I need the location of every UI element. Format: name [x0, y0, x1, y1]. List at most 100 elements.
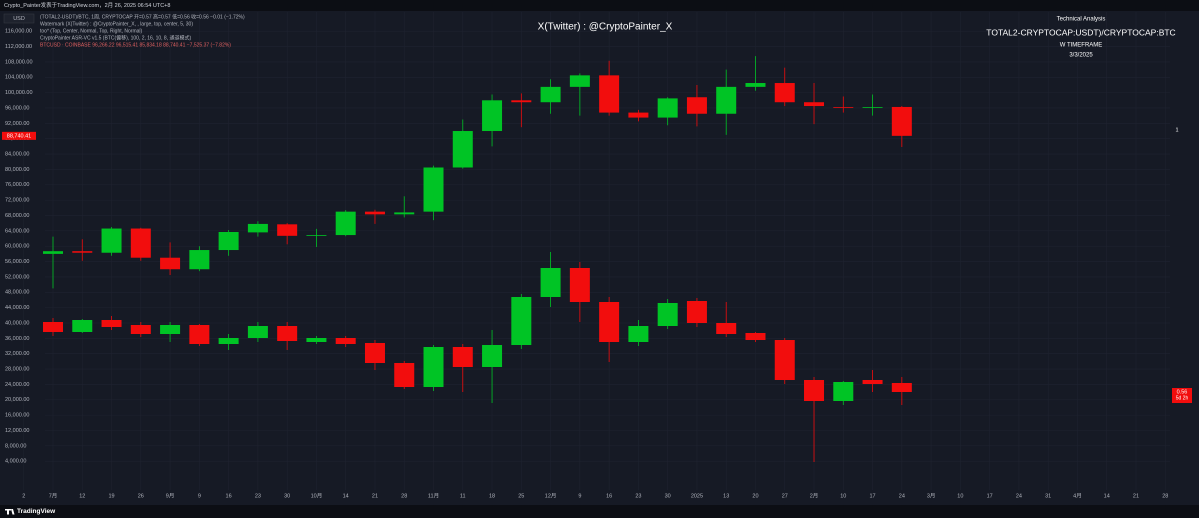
y-tick-label: 52,000.00 [5, 274, 29, 280]
candle-body [277, 326, 298, 341]
y-tick-label: 60,000.00 [5, 244, 29, 250]
candle-body [599, 302, 620, 342]
candle-body [686, 97, 707, 114]
candle-body [364, 211, 385, 215]
y-tick-label: 20,000.00 [5, 397, 29, 403]
x-tick-label: 13 [723, 493, 729, 499]
candle-body [130, 325, 151, 334]
candle-body [247, 326, 268, 338]
candle-body [540, 268, 561, 297]
watermark: X(Twitter) : @CryptoPainter_X [538, 22, 673, 33]
x-tick-label: 26 [138, 493, 144, 499]
y-tick-label: 48,000.00 [5, 290, 29, 296]
x-tick-label: 20 [752, 493, 758, 499]
candle-body [130, 228, 151, 258]
candle-body [774, 340, 795, 380]
candle-body [189, 325, 210, 344]
candle-body [891, 106, 912, 136]
y-tick-label: 68,000.00 [5, 213, 29, 219]
x-tick-label: 18 [489, 493, 495, 499]
x-tick-label: 30 [665, 493, 671, 499]
y-tick-label: 76,000.00 [5, 182, 29, 188]
x-tick-label: 10 [957, 493, 963, 499]
candle-body [189, 250, 210, 270]
y-tick-label: 56,000.00 [5, 259, 29, 265]
y-tick-label: 44,000.00 [5, 305, 29, 311]
candle-body [862, 380, 883, 384]
top-bar [0, 0, 1199, 11]
candle-body [306, 235, 327, 236]
countdown: 5d 2h [1176, 395, 1189, 401]
x-tick-label: 30 [284, 493, 290, 499]
x-tick-label: 2 [22, 493, 25, 499]
x-tick-label: 10月 [311, 492, 323, 499]
y-tick-label: 92,000.00 [5, 121, 29, 127]
footer-brand: TradingView [17, 508, 56, 515]
x-tick-label: 7月 [49, 492, 58, 499]
x-tick-label: 25 [518, 493, 524, 499]
last-price-box [1172, 388, 1192, 403]
x-tick-label: 17 [987, 493, 993, 499]
currency-button[interactable] [3, 13, 35, 24]
candle-body [452, 347, 473, 367]
x-tick-label: 21 [1133, 493, 1139, 499]
candle-body [833, 382, 854, 401]
x-tick-label: 16 [226, 493, 232, 499]
candle-body [716, 323, 737, 334]
x-tick-label: 11 [460, 493, 466, 499]
candle-body [716, 86, 737, 114]
candle-body [657, 303, 678, 326]
candle-body [218, 231, 239, 251]
candle-body [482, 345, 503, 367]
candle-body [891, 383, 912, 392]
candle-body [774, 83, 795, 103]
candle-body [686, 301, 707, 323]
x-tick-label: 24 [899, 493, 905, 499]
candle-body [511, 100, 532, 103]
candle-body [335, 211, 356, 236]
candle-body [335, 338, 356, 344]
y-tick-label: 64,000.00 [5, 228, 29, 234]
candle-body [862, 107, 883, 109]
candle-body [218, 338, 239, 344]
candle-body [364, 343, 385, 363]
x-tick-label: 12 [79, 493, 85, 499]
legend-line: Watermark (X(Twitter) : @CryptoPainter_X… [40, 21, 193, 27]
x-tick-label: 2月 [810, 492, 819, 499]
y-tick-label: 80,000.00 [5, 167, 29, 173]
footer-bar [0, 505, 1199, 518]
currency-button-label[interactable]: USD [13, 16, 25, 22]
x-tick-label: 12月 [545, 492, 557, 499]
candle-body [43, 251, 63, 254]
candle-body [804, 102, 825, 107]
candle-body [160, 257, 181, 270]
y-tick-label: 8,000.00 [5, 443, 26, 449]
last-price-label: 0.56 [1177, 389, 1188, 395]
candle-body [569, 75, 590, 87]
panel-heading: Technical Analysis [1057, 17, 1106, 23]
y-tick-label: 116,000.00 [5, 29, 32, 35]
candle-body [628, 112, 649, 118]
x-tick-label: 21 [372, 493, 378, 499]
y-tick-label: 16,000.00 [5, 413, 29, 419]
y-tick-label: 4,000.00 [5, 459, 26, 465]
x-tick-label: 9月 [166, 492, 175, 499]
x-tick-label: 3月 [927, 492, 936, 499]
x-tick-label: 9 [198, 493, 201, 499]
last-price-label: 88,740.41 [7, 133, 31, 139]
candle-body [72, 320, 93, 332]
x-tick-label: 4月 [1073, 492, 1082, 499]
y-tick-label: 36,000.00 [5, 336, 29, 342]
y-tick-label: 40,000.00 [5, 320, 29, 326]
legend-line: CryptoPainter ASR-VC v1.5 (BTC(偏移), 100,… [40, 34, 191, 41]
x-tick-label: 11月 [428, 492, 439, 499]
x-tick-label: 14 [1104, 493, 1110, 499]
candle-body [569, 268, 590, 302]
y-tick-label: 24,000.00 [5, 382, 29, 388]
x-tick-label: 24 [1016, 493, 1022, 499]
x-tick-label: 17 [869, 493, 875, 499]
x-tick-label: 28 [1162, 493, 1168, 499]
candle-body [540, 86, 561, 103]
panel-date: 3/3/2025 [1069, 53, 1093, 59]
candle-body [628, 326, 649, 342]
